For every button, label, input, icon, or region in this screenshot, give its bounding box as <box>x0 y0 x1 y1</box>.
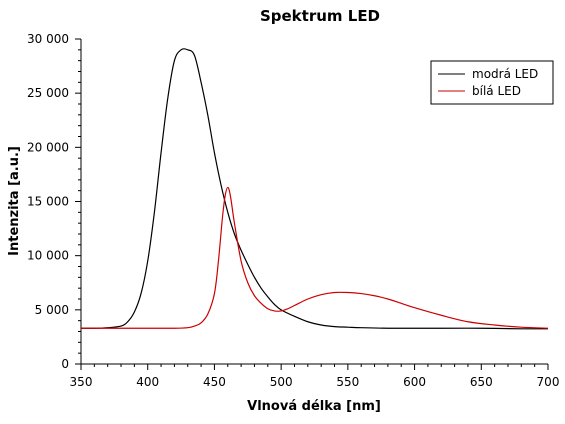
y-tick-label: 15 000 <box>27 195 69 209</box>
x-tick-label: 350 <box>70 375 93 389</box>
y-tick-label: 0 <box>61 357 69 371</box>
y-ticks: 0 5 000 10 000 15 000 20 000 25 000 30 000 <box>27 32 81 371</box>
legend: modrá LED bílá LED <box>430 60 554 105</box>
x-tick-label: 700 <box>537 375 560 389</box>
y-tick-label: 10 000 <box>27 249 69 263</box>
y-tick-label: 5 000 <box>35 303 69 317</box>
y-tick-label: 25 000 <box>27 86 69 100</box>
x-tick-label: 400 <box>136 375 159 389</box>
legend-label-modra: modrá LED <box>472 67 538 81</box>
series-line-1 <box>81 186 549 329</box>
x-tick-label: 650 <box>470 375 493 389</box>
y-tick-label: 30 000 <box>27 32 69 46</box>
x-tick-label: 550 <box>336 375 359 389</box>
series-line-0 <box>80 48 549 330</box>
x-axis-label: Vlnová délka [nm] <box>247 399 381 414</box>
y-tick-label: 20 000 <box>27 140 69 154</box>
legend-box <box>430 60 554 105</box>
x-tick-label: 600 <box>403 375 426 389</box>
chart-title: Spektrum LED <box>260 7 380 25</box>
x-tick-label: 450 <box>203 375 226 389</box>
series-layer <box>80 48 549 330</box>
x-ticks: 350 400 450 500 550 600 650 700 <box>70 364 560 389</box>
x-tick-label: 500 <box>270 375 293 389</box>
y-axis-label: Intenzita [a.u.] <box>7 146 22 256</box>
legend-label-bila: bílá LED <box>472 84 521 98</box>
